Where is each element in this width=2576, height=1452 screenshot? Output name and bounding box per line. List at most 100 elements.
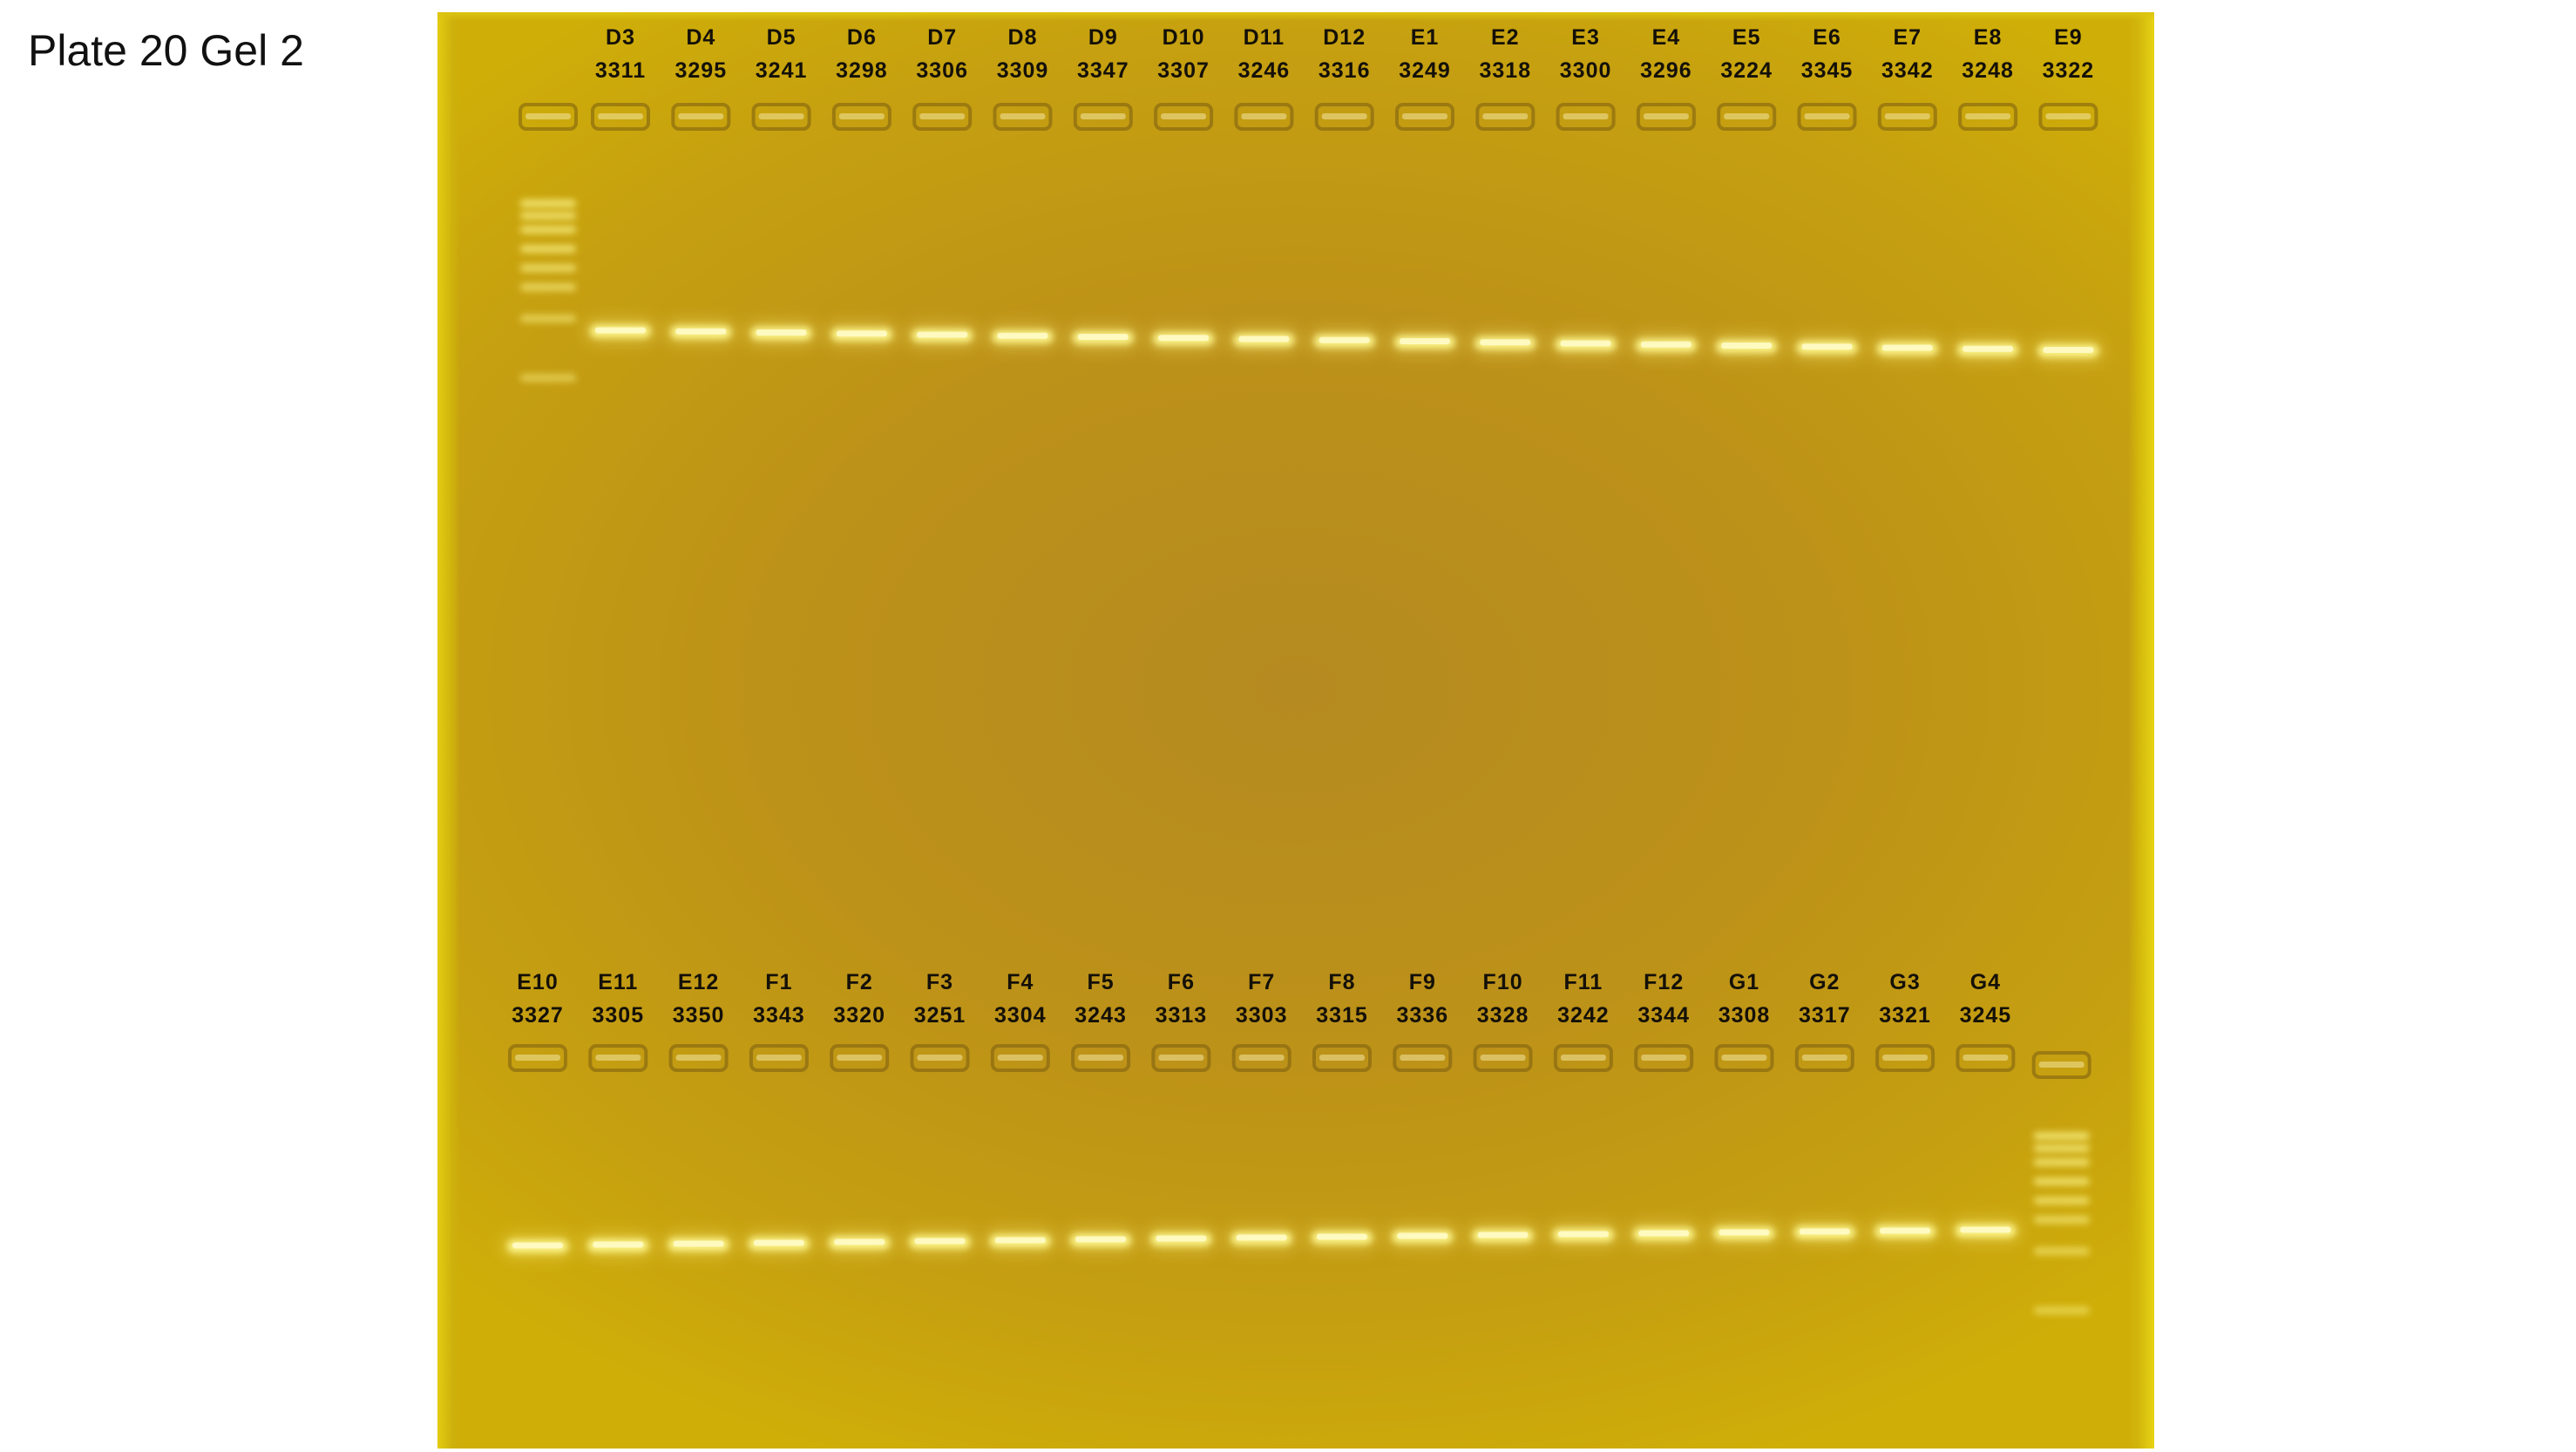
- lane-label-d4-sample: 3295: [675, 58, 728, 83]
- lane-label-d11-sample: 3246: [1237, 58, 1291, 83]
- well-f10-glint: [1480, 1055, 1526, 1061]
- band-e12-core: [673, 1240, 724, 1247]
- lane-label-f4-id: F4: [1007, 970, 1034, 994]
- lane-label-e7: E7 3342: [1860, 21, 1956, 87]
- band-d6-core: [836, 330, 887, 337]
- well-f5-glint: [1078, 1055, 1124, 1061]
- lane-label-f6: F6 3313: [1133, 966, 1229, 1032]
- lane-label-f1-sample: 3343: [753, 1003, 805, 1028]
- lane-label-e3-id: E3: [1571, 25, 1600, 50]
- well-e10-glint: [515, 1055, 560, 1061]
- lane-label-f3: F3 3251: [892, 966, 988, 1032]
- well-d8-glint: [1000, 113, 1046, 119]
- ladder-top-band-7: [520, 315, 576, 322]
- well-e12-glint: [675, 1055, 722, 1061]
- well-e8: [1958, 103, 2018, 131]
- lane-label-e12-id: E12: [677, 970, 720, 994]
- lane-label-f10: F10 3328: [1455, 966, 1551, 1032]
- lane-label-d4: D4 3295: [653, 21, 749, 87]
- slide-title: Plate 20 Gel 2: [28, 26, 304, 75]
- lane-label-f10-sample: 3328: [1476, 1003, 1529, 1028]
- lane-label-e11-id: E11: [598, 970, 639, 994]
- lane-label-f11: F11 3242: [1535, 966, 1631, 1032]
- well-e6: [1797, 103, 1857, 131]
- lane-label-d8-id: D8: [1007, 25, 1038, 50]
- well-e7-glint: [1884, 113, 1930, 119]
- lane-label-f9-id: F9: [1408, 970, 1436, 994]
- band-f12-core: [1638, 1230, 1690, 1237]
- well-d4: [671, 103, 731, 131]
- well-d5: [751, 103, 811, 131]
- well-f3-glint: [917, 1055, 963, 1061]
- lane-label-f4-sample: 3304: [993, 1003, 1047, 1028]
- ladder-bottom-band-6: [2033, 1216, 2090, 1224]
- well-d9: [1073, 103, 1133, 131]
- lane-label-d11-id: D11: [1243, 25, 1285, 50]
- well-e4-glint: [1643, 113, 1689, 119]
- well-d10-glint: [1161, 113, 1207, 119]
- lane-label-d9-sample: 3347: [1076, 58, 1129, 83]
- well-f1: [749, 1044, 809, 1072]
- lane-label-f4: F4 3304: [973, 966, 1068, 1032]
- band-e7-core: [1881, 344, 1933, 351]
- well-bottom-ladder-glint: [2038, 1062, 2085, 1068]
- lane-label-e5: E5 3224: [1698, 21, 1794, 87]
- lane-label-f7-id: F7: [1248, 970, 1276, 994]
- well-f11: [1553, 1044, 1613, 1072]
- lane-label-f1: F1 3343: [731, 966, 827, 1032]
- gel-edge-left: [437, 12, 460, 1449]
- well-g2: [1794, 1044, 1854, 1072]
- lane-label-f8-id: F8: [1328, 970, 1356, 994]
- ladder-bottom-band-5: [2033, 1197, 2090, 1204]
- lane-label-d4-id: D4: [686, 25, 716, 50]
- lane-label-g1-sample: 3308: [1718, 1003, 1771, 1028]
- lane-label-e12-sample: 3350: [672, 1003, 725, 1028]
- lane-label-f10-id: F10: [1482, 970, 1523, 994]
- well-f9-glint: [1400, 1055, 1446, 1061]
- well-d5-glint: [758, 113, 804, 119]
- gel-photo: D3 3311 D4 3295 D5 3241 D6 3298 D7 3306 D8 3309 D9 33…: [437, 12, 2154, 1449]
- lane-label-e8: E8 3248: [1940, 21, 2036, 87]
- lane-label-e9-sample: 3322: [2042, 58, 2095, 83]
- well-top-ladder: [519, 103, 578, 131]
- band-g1-core: [1718, 1229, 1770, 1236]
- well-d3-glint: [598, 113, 643, 119]
- lane-label-d12-sample: 3316: [1318, 58, 1371, 83]
- lane-label-e7-id: E7: [1893, 25, 1922, 50]
- ladder-top-band-4: [520, 245, 576, 253]
- band-e8-core: [1963, 345, 2014, 352]
- well-g3: [1875, 1044, 1935, 1072]
- band-e11-core: [593, 1241, 644, 1248]
- lane-label-f9: F9 3336: [1374, 966, 1470, 1032]
- lane-label-d7: D7 3306: [894, 21, 990, 87]
- band-f3-core: [914, 1238, 966, 1245]
- well-f5: [1071, 1044, 1131, 1072]
- ladder-bottom-band-4: [2033, 1177, 2090, 1185]
- lane-label-g4-id: G4: [1969, 970, 2002, 994]
- well-f1-glint: [756, 1055, 802, 1061]
- well-e7: [1877, 103, 1937, 131]
- band-f1-core: [753, 1239, 804, 1246]
- lane-label-d3-sample: 3311: [594, 58, 647, 83]
- well-e5-glint: [1724, 113, 1770, 119]
- band-d12-core: [1319, 336, 1370, 343]
- lane-label-e9: E9 3322: [2020, 21, 2116, 87]
- well-e3: [1556, 103, 1616, 131]
- lane-label-d11: D11 3246: [1216, 21, 1312, 87]
- lane-label-e1-sample: 3249: [1399, 58, 1451, 83]
- lane-label-e10: E10 3327: [490, 966, 586, 1032]
- well-g3-glint: [1882, 1055, 1929, 1061]
- well-bottom-ladder: [2031, 1051, 2091, 1079]
- lane-label-e4-sample: 3296: [1640, 58, 1692, 83]
- band-d4-core: [675, 328, 727, 335]
- lane-label-f6-id: F6: [1167, 970, 1195, 994]
- lane-label-g3-sample: 3321: [1879, 1003, 1931, 1028]
- lane-label-d6-id: D6: [846, 25, 877, 50]
- well-d11: [1234, 103, 1294, 131]
- lane-label-e1: E1 3249: [1377, 21, 1473, 87]
- lane-label-e11: E11 3305: [570, 966, 666, 1032]
- well-f3: [910, 1044, 970, 1072]
- lane-label-d9: D9 3347: [1055, 21, 1151, 87]
- band-d11-core: [1238, 336, 1290, 343]
- lane-label-f9-sample: 3336: [1396, 1003, 1449, 1028]
